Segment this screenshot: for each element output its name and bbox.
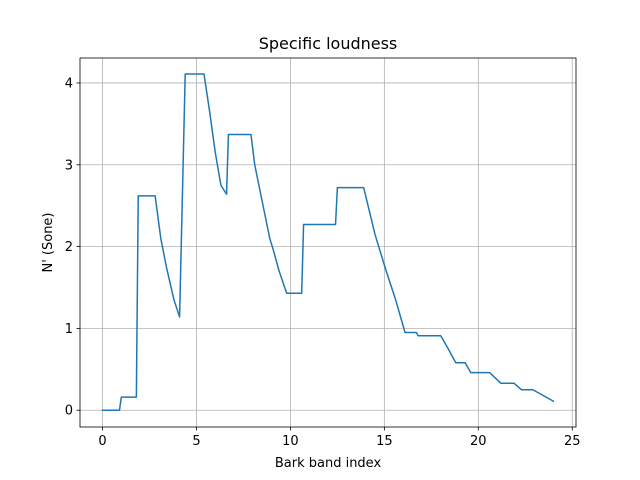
y-tick-label: 3 (65, 158, 73, 173)
x-tick-label: 10 (282, 434, 299, 449)
x-tick-label: 0 (98, 434, 106, 449)
y-tick-label: 0 (65, 404, 73, 419)
y-tick-label: 2 (65, 240, 73, 255)
chart-title: Specific loudness (259, 34, 398, 53)
ticks: 0 5 10 15 20 25 0 1 2 3 4 (65, 76, 581, 449)
x-tick-label: 25 (564, 434, 581, 449)
axes-frame (79, 57, 577, 428)
x-tick-label: 20 (470, 434, 487, 449)
x-tick-label: 15 (376, 434, 393, 449)
x-axis-label: Bark band index (275, 456, 382, 471)
series-line (101, 73, 555, 411)
series-layer (101, 73, 555, 411)
y-tick-label: 1 (65, 322, 73, 337)
plot-area (80, 58, 576, 427)
x-tick-label: 5 (192, 434, 200, 449)
y-tick-label: 4 (65, 76, 73, 91)
y-axis-label: N' (Sone) (41, 212, 56, 272)
